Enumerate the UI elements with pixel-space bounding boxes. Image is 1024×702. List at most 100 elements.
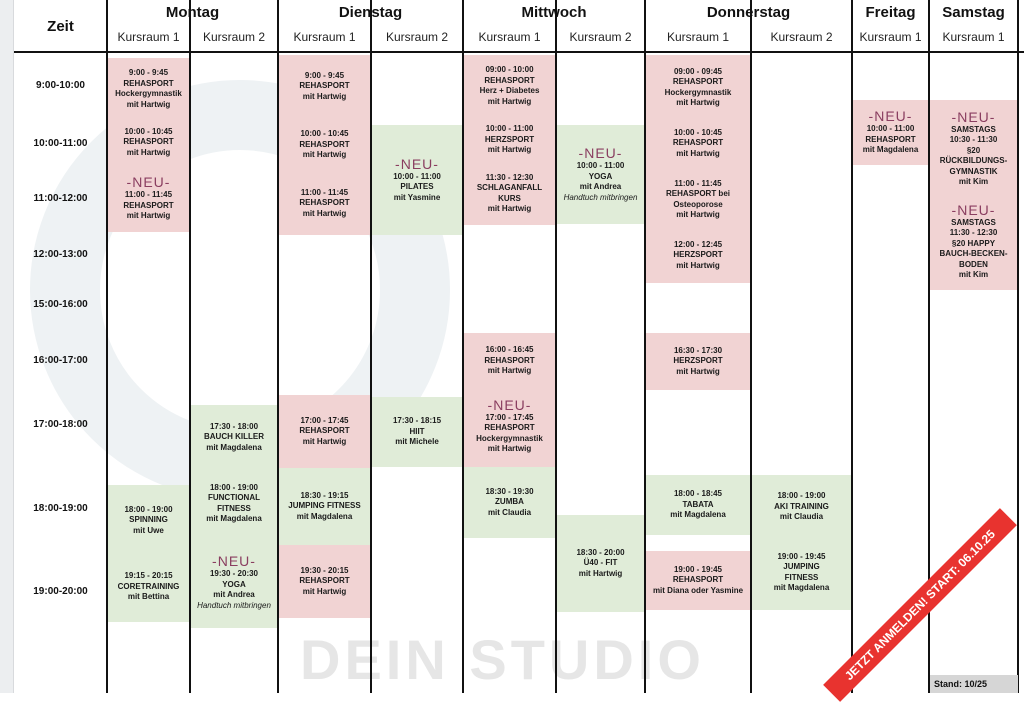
- course-time: 10:00 - 10:45: [673, 127, 722, 137]
- course-note: Handtuch mitbringen: [197, 600, 271, 610]
- course-time: 17:00 - 17:45: [300, 415, 349, 425]
- course-text: FITNESS: [217, 503, 251, 513]
- course-text: mit Hartwig: [676, 148, 720, 158]
- course-entry: 10:00 - 10:45 REHASPORT mit Hartwig: [673, 128, 723, 160]
- course-time: 10:00 - 11:00: [485, 124, 534, 134]
- course-time: 10:00 - 10:45: [124, 126, 173, 136]
- course-text: YOGA: [222, 579, 246, 589]
- course-text: SPINNING: [129, 515, 168, 524]
- room-header: Kursraum 2: [202, 30, 266, 44]
- course-text: mit Claudia: [487, 507, 532, 517]
- course-text: mit Kim: [958, 270, 989, 279]
- time-slot-label: 9:00-10:00: [36, 80, 85, 91]
- course-text: SCHLAGANFALL: [476, 183, 543, 193]
- course-text: mit Hartwig: [126, 147, 171, 157]
- column-divider: [277, 0, 279, 693]
- time-slot-label: 18:00-19:00: [33, 503, 88, 514]
- course-block: 19:30 - 20:15 REHASPORT mit Hartwig: [279, 545, 370, 618]
- course-time: SAMSTAGS: [951, 217, 996, 227]
- course-text: REHASPORT: [672, 138, 724, 148]
- course-block: 9:00 - 9:45 REHASPORT mit Hartwig 10:00 - 1…: [279, 55, 370, 235]
- course-time: 19:00 - 19:45: [673, 564, 722, 574]
- course-entry: 17:30 - 18:15 HIIT mit Michele: [393, 416, 441, 448]
- course-text: mit Hartwig: [676, 260, 720, 270]
- course-block: 18:00 - 19:00 AKI TRAINING mit Claudia 19:0…: [752, 475, 851, 610]
- course-text: REHASPORT: [299, 139, 350, 149]
- course-text: mit Magdalena: [670, 510, 726, 520]
- course-text: mit Magdalena: [862, 145, 919, 155]
- course-text: JUMPING: [783, 562, 820, 572]
- course-time: 10:00 - 11:00: [866, 124, 915, 134]
- course-text: TABATA: [682, 499, 714, 509]
- course-text: REHASPORT: [484, 423, 535, 433]
- course-text: PILATES: [400, 182, 434, 192]
- course-entry: 16:30 - 17:30 HERZSPORT mit Hartwig: [673, 346, 722, 378]
- course-time: 12:00 - 12:45: [673, 239, 723, 249]
- course-time: 17:30 - 18:00: [209, 421, 259, 431]
- course-text: mit Yasmine: [393, 192, 441, 202]
- course-note: Handtuch mitbringen: [563, 192, 638, 202]
- course-text: mit Uwe: [133, 525, 164, 535]
- course-entry: 18:00 - 19:00 FUNCTIONAL FITNESS mit Magdal…: [206, 483, 262, 525]
- course-text: mit Michele: [395, 437, 439, 447]
- course-time: SAMSTAGS: [951, 124, 996, 134]
- course-text: §20 HAPPY: [951, 238, 996, 248]
- course-entry: -NEU- 10:00 - 11:00 YOGA mit Andrea Handtuch…: [564, 146, 638, 203]
- column-divider: [750, 0, 752, 693]
- course-text: REHASPORT: [484, 355, 535, 365]
- course-time: 16:00 - 16:45: [485, 345, 534, 355]
- course-text: CORETRAINING: [117, 581, 180, 591]
- room-header: Kursraum 1: [478, 30, 541, 44]
- course-time: 18:00 - 18:45: [673, 489, 722, 499]
- column-divider: [1017, 0, 1019, 693]
- course-text: HERZSPORT: [673, 250, 723, 260]
- course-text: mit Magdalena: [773, 583, 830, 593]
- course-text: mit Magdalena: [296, 511, 353, 521]
- course-time: 18:00 - 19:00: [209, 482, 258, 492]
- course-text: REHASPORT: [299, 426, 350, 436]
- course-entry: -NEU- SAMSTAGS 10:30 - 11:30 §20 RÜCKBILDUNG…: [940, 109, 1008, 188]
- course-entry: 17:00 - 17:45 REHASPORT mit Hartwig: [299, 416, 349, 448]
- course-text: HIIT: [409, 426, 425, 436]
- course-block: 18:30 - 20:00 Ü40 - FIT mit Hartwig: [557, 515, 644, 612]
- time-slot-label: 11:00-12:00: [33, 193, 88, 204]
- course-block: 16:30 - 17:30 HERZSPORT mit Hartwig: [646, 333, 750, 390]
- room-header: Kursraum 1: [859, 30, 922, 44]
- course-block: 18:00 - 18:45 TABATA mit Magdalena: [646, 475, 750, 535]
- course-text: mit Magdalena: [206, 442, 262, 452]
- time-slot-label: 10:00-11:00: [33, 138, 88, 149]
- course-time: 17:30 - 18:15: [392, 416, 442, 426]
- course-time: 9:00 - 9:45: [128, 68, 169, 78]
- room-header: Kursraum 2: [569, 30, 632, 44]
- new-badge: -NEU-: [487, 396, 532, 413]
- course-time: 18:30 - 19:30: [485, 486, 534, 496]
- course-time: 19:30 - 20:15: [300, 565, 349, 575]
- course-text: REHASPORT: [299, 576, 350, 586]
- course-text: REHASPORT: [123, 200, 174, 210]
- course-text: mit Hartwig: [302, 208, 347, 218]
- day-header-freitag: Freitag: [865, 4, 916, 21]
- course-time: 11:00 - 11:45: [124, 190, 173, 200]
- course-block: -NEU- 10:00 - 11:00 PILATES mit Yasmine: [372, 125, 462, 235]
- course-time: 19:30 - 20:30: [209, 569, 258, 579]
- course-text: mit Hartwig: [302, 150, 347, 160]
- stand-label: Stand: 10/25: [930, 675, 1018, 693]
- course-text: REHASPORT bei: [665, 189, 730, 199]
- course-text: mit Hartwig: [487, 145, 532, 155]
- course-time: 10:00 - 11:00: [576, 161, 625, 170]
- course-text: REHASPORT: [672, 575, 724, 585]
- course-entry: 10:00 - 10:45 REHASPORT mit Hartwig: [123, 127, 173, 159]
- course-text: 10:30 - 11:30: [949, 135, 998, 144]
- course-text: BAUCH KILLER: [204, 432, 264, 442]
- new-badge: -NEU-: [951, 201, 996, 218]
- column-divider: [106, 0, 108, 693]
- course-text: GYMNASTIK: [949, 166, 998, 176]
- course-entry: -NEU- SAMSTAGS 11:30 - 12:30 §20 HAPPY BAUCH…: [940, 201, 1008, 281]
- course-time: 19:00 - 19:45: [777, 551, 826, 561]
- course-entry: -NEU- 17:00 - 17:45 REHASPORT Hockergymnast…: [476, 396, 543, 455]
- course-text: mit Hartwig: [487, 204, 532, 214]
- column-divider: [462, 0, 464, 693]
- course-text: REHASPORT: [299, 81, 350, 91]
- course-entry: 19:15 - 20:15 CORETRAINING mit Bettina: [118, 571, 180, 603]
- new-badge: -NEU-: [578, 145, 623, 161]
